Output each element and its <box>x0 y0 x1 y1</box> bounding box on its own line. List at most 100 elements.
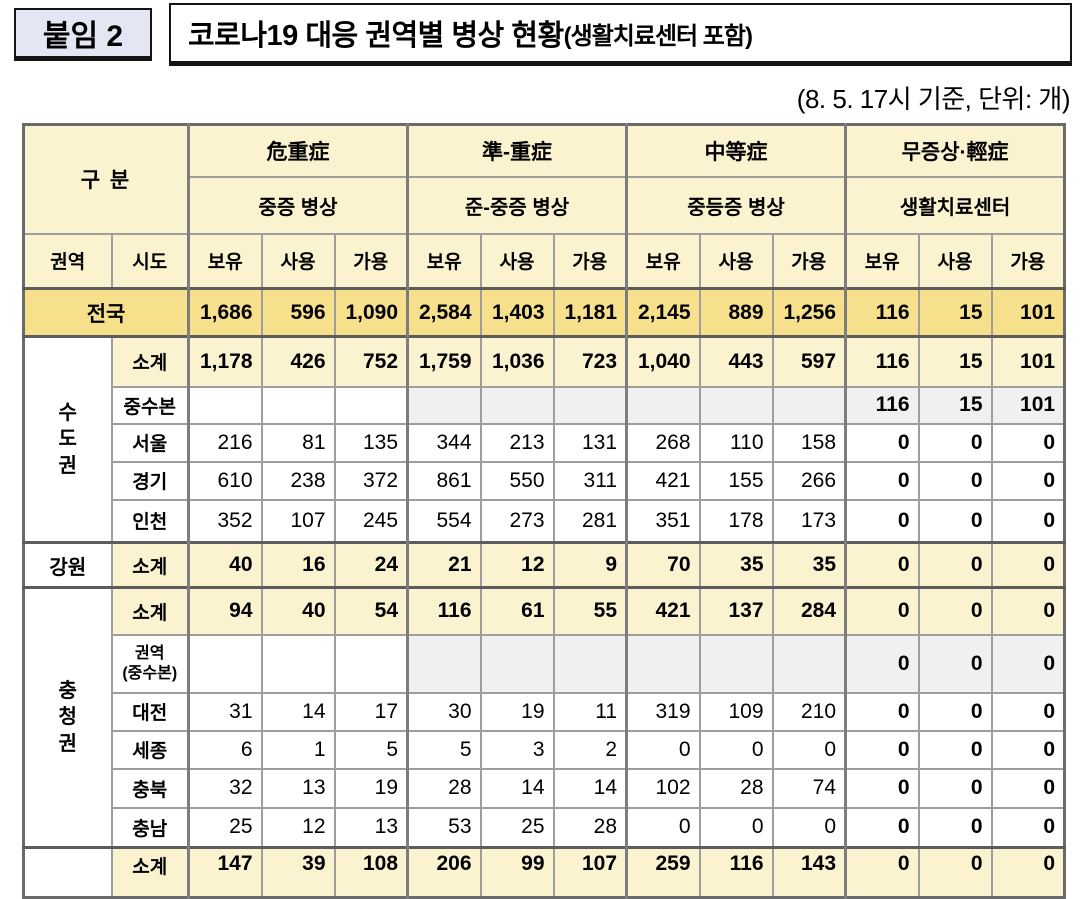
metric-header: 사용 <box>260 232 336 290</box>
row-label: 소계 <box>110 586 190 636</box>
table-cell: 0 <box>990 460 1066 501</box>
table-cell <box>333 385 409 425</box>
metric-header: 사용 <box>917 232 993 290</box>
table-cell: 116 <box>844 335 920 388</box>
table-cell: 12 <box>260 806 336 849</box>
table-row-chungnam: 충남 25 12 13 53 25 28 0 0 0 0 0 0 <box>24 806 1066 849</box>
table-cell: 17 <box>333 691 409 732</box>
table-cell: 0 <box>917 586 993 636</box>
group-header-mild: 무증상·輕症 <box>844 123 1066 178</box>
row-label: 인천 <box>110 498 190 544</box>
table-cell: 5 <box>333 729 409 770</box>
table-cell <box>552 633 628 694</box>
date-note: (8. 5. 17시 기준, 단위: 개) <box>796 84 1071 114</box>
table-cell: 40 <box>260 586 336 636</box>
table-cell: 596 <box>260 287 336 338</box>
table-cell: 266 <box>771 460 847 501</box>
metric-header: 보유 <box>187 232 263 290</box>
table-cell: 426 <box>260 335 336 388</box>
table-cell: 12 <box>479 541 555 589</box>
table-cell <box>406 633 482 694</box>
table-cell: 889 <box>698 287 774 338</box>
table-cell: 0 <box>698 806 774 849</box>
table-cell: 206 <box>406 846 482 899</box>
table-cell <box>406 385 482 425</box>
table-cell: 0 <box>698 729 774 770</box>
row-label: 서울 <box>110 422 190 463</box>
bed-type-semi-severe: 준-중증 병상 <box>406 175 628 235</box>
table-cell: 245 <box>333 498 409 544</box>
table-cell: 158 <box>771 422 847 463</box>
table-cell: 39 <box>260 846 336 899</box>
table-cell: 1,759 <box>406 335 482 388</box>
table-cell: 102 <box>625 767 701 809</box>
group-header-semi-severe: 準-重症 <box>406 123 628 178</box>
table-cell: 0 <box>990 422 1066 463</box>
document-title-box: 코로나19 대응 권역별 병상 현황 (생활치료센터 포함) <box>169 3 1072 66</box>
table-cell <box>698 385 774 425</box>
table-cell: 0 <box>844 586 920 636</box>
table-cell <box>333 633 409 694</box>
table-cell: 0 <box>917 633 993 694</box>
metric-header: 가용 <box>552 232 628 290</box>
table-cell: 116 <box>406 586 482 636</box>
table-cell: 0 <box>990 767 1066 809</box>
table-row-incheon: 인천 352 107 245 554 273 281 351 178 173 0 0 0 <box>24 498 1066 544</box>
table-cell: 319 <box>625 691 701 732</box>
table-cell: 15 <box>917 385 993 425</box>
table-cell: 1,090 <box>333 287 409 338</box>
table-cell: 101 <box>990 385 1066 425</box>
metric-header: 사용 <box>479 232 555 290</box>
table-cell: 116 <box>698 846 774 899</box>
table-header: 구 분 危重症 準-重症 中等症 무증상·輕症 중증 병상 준-중증 병상 중등… <box>22 123 1066 290</box>
group-header-severe: 危重症 <box>187 123 409 178</box>
metric-header: 가용 <box>990 232 1066 290</box>
table-cell: 0 <box>990 729 1066 770</box>
table-cell: 0 <box>625 729 701 770</box>
table-cell: 597 <box>771 335 847 388</box>
table-body: 전국 1,686 596 1,090 2,584 1,403 1,181 2,145 889 1,… <box>22 287 1066 899</box>
table-cell: 268 <box>625 422 701 463</box>
table-cell: 238 <box>260 460 336 501</box>
table-cell: 19 <box>479 691 555 732</box>
table-row-seoul: 서울 216 81 135 344 213 131 268 110 158 0 0 0 <box>24 422 1066 463</box>
table-cell: 0 <box>990 541 1066 589</box>
table-cell: 352 <box>187 498 263 544</box>
region-label: 강원 <box>22 541 113 589</box>
table-cell <box>260 385 336 425</box>
region-label <box>22 846 113 899</box>
table-cell <box>479 633 555 694</box>
table-cell: 421 <box>625 460 701 501</box>
table-row-daejeon: 대전 31 14 17 30 19 11 319 109 210 0 0 0 <box>24 691 1066 732</box>
table-cell <box>771 633 847 694</box>
document-header: 붙임 2 코로나19 대응 권역별 병상 현황 (생활치료센터 포함) <box>0 0 1080 66</box>
table-cell: 54 <box>333 586 409 636</box>
row-label: 경기 <box>110 460 190 501</box>
table-cell: 0 <box>844 846 920 899</box>
attachment-badge-label: 붙임 2 <box>42 20 124 53</box>
table-cell: 14 <box>479 767 555 809</box>
row-label: 소계 <box>110 541 190 589</box>
header-row-groups: 구 분 危重症 準-重症 中等症 무증상·輕症 <box>22 123 1066 235</box>
table-cell: 15 <box>917 287 993 338</box>
table-row-next-region-subtotal: 소계 147 39 108 206 99 107 259 116 143 0 0 0 <box>22 846 1066 899</box>
row-label: 중수본 <box>110 385 190 425</box>
table-row-gangwon-subtotal: 강원 소계 40 16 24 21 12 9 70 35 35 0 0 0 <box>22 541 1066 589</box>
table-cell: 344 <box>406 422 482 463</box>
table-cell: 16 <box>260 541 336 589</box>
table-cell: 0 <box>990 586 1066 636</box>
table-cell: 11 <box>552 691 628 732</box>
table-cell: 0 <box>990 498 1066 544</box>
table-cell: 0 <box>844 422 920 463</box>
table-cell: 1,181 <box>552 287 628 338</box>
table-cell: 216 <box>187 422 263 463</box>
metric-header: 가용 <box>333 232 409 290</box>
table-cell: 13 <box>333 806 409 849</box>
table-cell: 13 <box>260 767 336 809</box>
bed-type-severe: 중증 병상 <box>187 175 409 235</box>
table-row-sejong: 세종 6 1 5 5 3 2 0 0 0 0 0 0 <box>24 729 1066 770</box>
table-cell: 94 <box>187 586 263 636</box>
table-cell: 14 <box>552 767 628 809</box>
table-cell <box>552 385 628 425</box>
table-cell: 0 <box>844 633 920 694</box>
